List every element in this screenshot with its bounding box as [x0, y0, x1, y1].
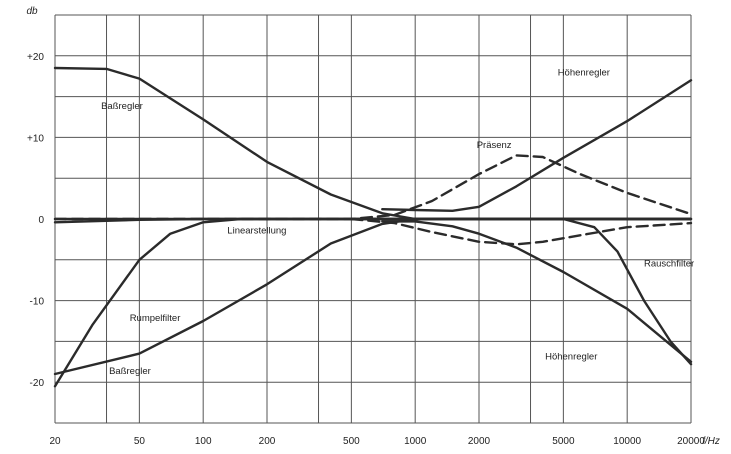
x-tick-label: 500 — [343, 436, 360, 447]
x-tick-label: 2000 — [468, 436, 491, 447]
y-tick-label: +20 — [27, 52, 44, 63]
y-tick-label: 0 — [38, 215, 44, 226]
y-axis-label: db — [26, 6, 38, 17]
x-tick-label: 50 — [134, 436, 146, 447]
x-tick-label: 200 — [259, 436, 276, 447]
series-line-5 — [53, 154, 693, 221]
series-label: Präsenz — [477, 140, 512, 151]
y-tick-label: +10 — [27, 133, 44, 144]
series-label: Rumpelfilter — [130, 313, 181, 324]
series-line-1 — [53, 66, 693, 221]
x-tick-label: 20000 — [677, 436, 705, 447]
y-tick-label: -10 — [30, 297, 45, 308]
series-label: Höhenregler — [545, 351, 597, 362]
series-label: Linearstellung — [227, 226, 286, 237]
y-tick-label: -20 — [30, 378, 45, 389]
x-axis-ticks: 20 50 100 200 500 1000 2000 5000 10000 20000 — [49, 436, 705, 447]
series-label: Baßregler — [109, 366, 151, 377]
x-tick-label: 10000 — [613, 436, 641, 447]
series-label: Rauschfilter — [644, 258, 694, 269]
series-line-8 — [381, 220, 693, 363]
response-curves — [53, 66, 693, 388]
series-line-9 — [53, 217, 693, 366]
y-axis-ticks: +20 +10 0 -10 -20 — [27, 52, 44, 389]
series-label: Baßregler — [101, 101, 143, 112]
x-tick-label: 100 — [195, 436, 212, 447]
x-tick-label: 20 — [49, 436, 61, 447]
series-line-7 — [381, 79, 693, 212]
x-tick-label: 5000 — [552, 436, 575, 447]
series-label: Höhenregler — [558, 67, 610, 78]
x-tick-label: 1000 — [404, 436, 427, 447]
series-line-6 — [350, 217, 693, 246]
x-axis-label: f/Hz — [702, 436, 720, 447]
curve-labels: Baßregler Baßregler Rumpelfilter Linearstel… — [101, 67, 694, 377]
